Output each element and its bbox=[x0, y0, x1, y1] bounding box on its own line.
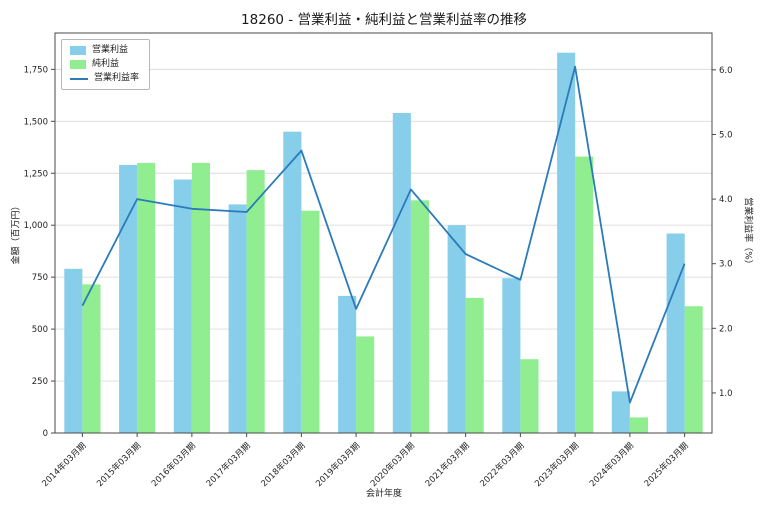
bar bbox=[666, 233, 685, 433]
legend-swatch-net-profit bbox=[70, 60, 86, 69]
bar bbox=[137, 162, 156, 433]
y-tick-label-left: 750 bbox=[32, 273, 48, 283]
legend-label-net-profit: 純利益 bbox=[92, 59, 120, 69]
y-tick-label-left: 1,500 bbox=[24, 117, 48, 127]
x-tick-label: 2017年03月期 bbox=[204, 440, 253, 489]
legend-item-operating-profit: 営業利益 bbox=[70, 46, 139, 55]
x-tick-label: 2022年03月期 bbox=[478, 440, 527, 489]
y-tick-label-left: 1,750 bbox=[24, 65, 48, 75]
bar bbox=[246, 170, 265, 433]
y-tick-label-left: 1,250 bbox=[24, 169, 48, 179]
x-tick-label: 2020年03月期 bbox=[368, 440, 417, 489]
x-tick-label: 2024年03月期 bbox=[587, 440, 636, 489]
chart-title: 18260 - 営業利益・純利益と営業利益率の推移 bbox=[241, 12, 527, 28]
bar bbox=[356, 336, 375, 433]
bar bbox=[611, 391, 630, 433]
bar bbox=[520, 359, 539, 433]
x-tick-label: 2015年03月期 bbox=[94, 440, 143, 489]
y-axis-label-right: 営業利益率（%） bbox=[742, 197, 753, 269]
x-tick-label: 2019年03月期 bbox=[313, 440, 362, 489]
y-tick-label-right: 6.0 bbox=[719, 66, 733, 76]
bar bbox=[191, 162, 210, 433]
y-axis-label-left: 金額（百万円） bbox=[11, 201, 22, 265]
legend-item-margin-rate: 営業利益率 bbox=[70, 74, 139, 83]
x-tick-label: 2018年03月期 bbox=[259, 440, 308, 489]
bar bbox=[502, 278, 521, 433]
legend-item-net-profit: 純利益 bbox=[70, 60, 139, 69]
bar bbox=[173, 179, 192, 433]
bar bbox=[557, 52, 576, 433]
y-tick-label-right: 2.0 bbox=[719, 324, 733, 334]
bar bbox=[119, 164, 138, 433]
x-tick-label: 2023年03月期 bbox=[532, 440, 581, 489]
x-tick-label: 2021年03月期 bbox=[423, 440, 472, 489]
y-tick-label-right: 3.0 bbox=[719, 260, 733, 270]
x-tick-label: 2025年03月期 bbox=[642, 440, 691, 489]
bar bbox=[410, 200, 429, 433]
bar bbox=[283, 131, 302, 433]
x-tick-label: 2014年03月期 bbox=[40, 440, 89, 489]
x-axis-label: 会計年度 bbox=[365, 489, 402, 499]
bar bbox=[629, 417, 648, 433]
legend-label-margin-rate: 営業利益率 bbox=[94, 73, 140, 83]
bar bbox=[82, 284, 101, 433]
legend-label-operating-profit: 営業利益 bbox=[92, 45, 129, 55]
y-tick-label-right: 1.0 bbox=[719, 389, 733, 399]
bar bbox=[228, 204, 247, 433]
bar bbox=[465, 297, 484, 433]
bar bbox=[64, 268, 83, 433]
bar bbox=[301, 210, 320, 433]
legend-swatch-margin-rate-line bbox=[70, 77, 88, 80]
legend: 営業利益 純利益 営業利益率 bbox=[61, 39, 151, 90]
legend-swatch-operating-profit bbox=[70, 46, 86, 55]
y-tick-label-left: 0 bbox=[43, 429, 48, 439]
y-tick-label-left: 1,000 bbox=[24, 221, 48, 231]
x-tick-label: 2016年03月期 bbox=[149, 440, 198, 489]
y-tick-label-right: 5.0 bbox=[719, 130, 733, 140]
bar bbox=[447, 225, 466, 433]
plot-frame bbox=[54, 32, 713, 434]
bar bbox=[684, 306, 703, 433]
rate-line bbox=[81, 65, 686, 404]
bar bbox=[338, 295, 357, 433]
bar bbox=[575, 156, 594, 433]
bar bbox=[392, 113, 411, 433]
y-tick-label-left: 500 bbox=[32, 325, 48, 335]
y-tick-label-left: 250 bbox=[32, 377, 48, 387]
y-tick-label-right: 4.0 bbox=[719, 195, 733, 205]
